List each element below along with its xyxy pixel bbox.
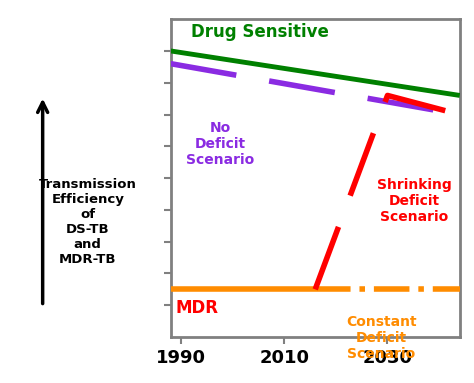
Text: Constant
Deficit
Scenario: Constant Deficit Scenario (346, 315, 417, 361)
Text: MDR: MDR (176, 300, 219, 318)
Text: Shrinking
Deficit
Scenario: Shrinking Deficit Scenario (377, 178, 452, 224)
Text: Drug Sensitive: Drug Sensitive (191, 23, 329, 41)
Text: No
Deficit
Scenario: No Deficit Scenario (186, 121, 255, 167)
Text: Transmission
Efficiency
of
DS-TB
and
MDR-TB: Transmission Efficiency of DS-TB and MDR… (39, 178, 137, 266)
